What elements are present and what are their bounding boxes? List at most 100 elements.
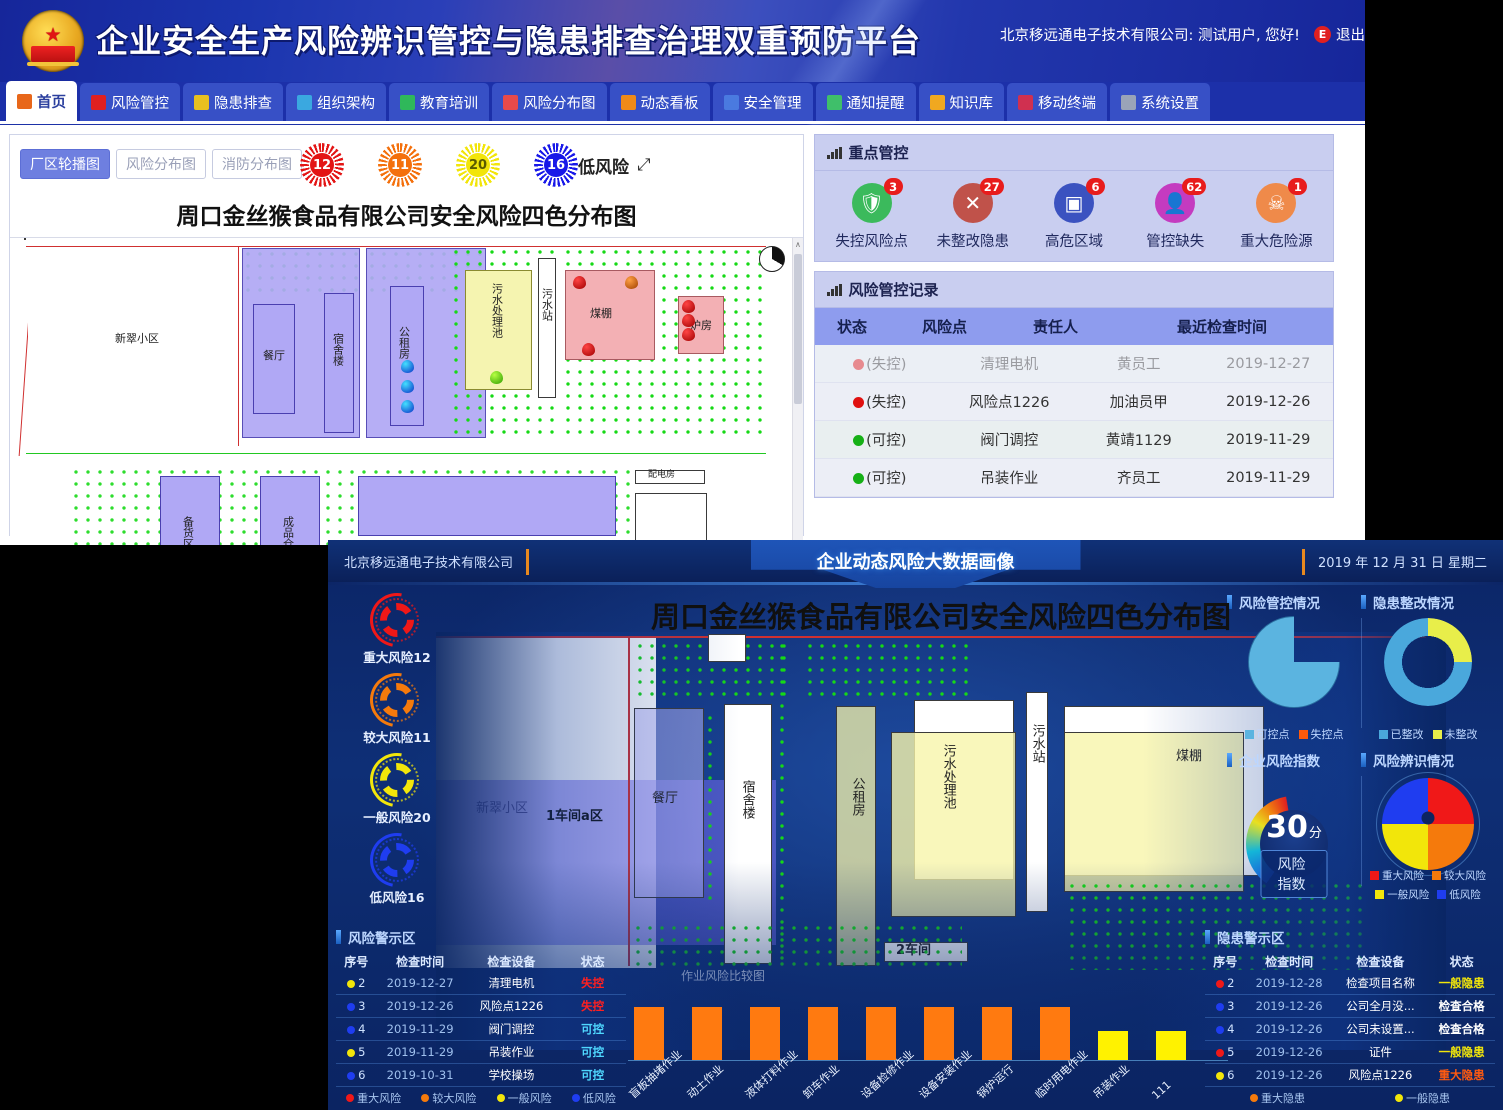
nav-item-11[interactable]: 系统设置 (1110, 83, 1210, 121)
table-row[interactable]: (可控) 吊装作业 齐员工 2019-11-29 (815, 458, 1333, 497)
hazard-warning-panel: 隐患警示区 序号 检查时间 检查设备 状态 2 2019-12-28 检查项目名称 一般隐患… (1205, 927, 1495, 1106)
factory-icon: ▣ 6 (1054, 178, 1105, 223)
bigdata-dashboard-window: 北京移远通电子技术有限公司 企业动态风险大数据画像 2019 年 12 月 31… (328, 540, 1503, 1110)
table-row[interactable]: (失控) 清理电机 黄员工 2019-12-27 (815, 345, 1333, 383)
nav-item-1[interactable]: 风险管控 (80, 83, 180, 121)
counter-low-risk[interactable]: 16 (534, 143, 578, 187)
map-label-gongzufang: 公租房 (397, 326, 411, 359)
main-nav[interactable]: 首页 风险管控 隐患排查 组织架构 教育培训 风险分布图 动态看板 安全管理 通知提醒 知识库 移动… (0, 81, 1365, 124)
hazard-rectify-legend: 已整改 未整改 (1361, 726, 1495, 742)
column-header: 状态 (580, 955, 605, 969)
nav-item-6[interactable]: 动态看板 (609, 83, 710, 121)
kpi-label: 未整改隐患 (936, 234, 1010, 250)
nav-item-4[interactable]: 教育培训 (389, 83, 489, 121)
kpi-3[interactable]: 👤 62 管控缺失 (1125, 178, 1226, 251)
cell-date: 2019-12-27 (1203, 345, 1333, 383)
table-row[interactable]: 2 2019-12-27 清理电机 失控 (336, 972, 626, 995)
table-row[interactable]: 5 2019-12-26 证件 一般隐患 (1205, 1040, 1495, 1064)
nav-item-5[interactable]: 风险分布图 (492, 83, 607, 121)
bar-3 (808, 1007, 838, 1060)
table-header-row: 序号 检查时间 检查设备 状态 (336, 951, 626, 972)
control-records-table: 状态 风险点 责任人 最近检查时间 (815, 308, 1333, 345)
cell-status: 检查合格 (1428, 1017, 1495, 1041)
map-scrollbar[interactable]: ∧ (792, 238, 803, 545)
nav-item-2[interactable]: 隐患排查 (183, 83, 283, 121)
nav-item-label: 系统设置 (1141, 95, 1199, 112)
dmap-label-gongzufang: 公租房 (849, 777, 865, 816)
dmap-label-meipeng: 煤棚 (1176, 749, 1203, 764)
table-row[interactable]: 6 2019-10-31 学校操场 可控 (336, 1063, 626, 1087)
table-row[interactable]: 4 2019-12-26 公司未设置... 检查合格 (1205, 1017, 1495, 1041)
kpi-1[interactable]: ✕ 27 未整改隐患 (922, 178, 1023, 251)
risk-index-button[interactable]: 风险指数 (1260, 850, 1328, 898)
kpi-0[interactable]: 🛡 3 失控风险点 (821, 178, 922, 251)
legend-item: 一般风险 (496, 1090, 552, 1106)
records-scroll-region[interactable]: (失控) 清理电机 黄员工 2019-12-27 (失控) 风险点1226 加油员甲 2019… (815, 345, 1333, 497)
table-row[interactable]: 5 2019-11-29 吊装作业 可控 (336, 1040, 626, 1064)
nav-item-10[interactable]: 移动终端 (1007, 83, 1107, 121)
map-label-wushuizhan: 污水站 (540, 288, 554, 321)
bar-label-8: 吊装作业 (1090, 1062, 1133, 1102)
tab-risk-map[interactable]: 风险分布图 (116, 149, 206, 179)
nav-item-0[interactable]: 首页 (6, 81, 77, 121)
cell-device: 公司未设置... (1332, 1017, 1429, 1041)
nav-item-label: 首页 (37, 94, 66, 111)
column-header: 状态 (815, 308, 890, 345)
nav-item-8[interactable]: 通知提醒 (815, 83, 916, 121)
nav-item-7[interactable]: 安全管理 (712, 83, 813, 121)
cell-device: 清理电机 (463, 972, 560, 995)
panel-risk-index: 企业风险指数 30 分 风险指数 (1227, 750, 1361, 902)
kpi-badge: 1 (1288, 178, 1308, 195)
cell-no: 6 (336, 1063, 377, 1087)
user-greeting: 北京移远通电子技术有限公司: 测试用户, 您好! (999, 28, 1300, 44)
kpi-4[interactable]: ☠ 1 重大危险源 (1226, 178, 1327, 251)
folder-icon (929, 94, 945, 110)
cell-no: 2 (1205, 972, 1246, 995)
column-header: 检查时间 (396, 955, 445, 969)
table-header-row: 序号 检查时间 检查设备 状态 (1205, 951, 1495, 972)
board-icon (620, 94, 636, 110)
cell-status: 失控 (559, 972, 626, 995)
key-control-items[interactable]: 🛡 3 失控风险点 ✕ 27 未整改隐患 ▣ 6 高危区域 👤 62 管控缺失 ☠ 1 重大危险源 (815, 171, 1333, 261)
distribution-toolbar[interactable]: 厂区轮播图 风险分布图 消防分布图 12 11 (10, 135, 803, 193)
map-label-peidianfang: 配电房 (648, 470, 676, 480)
cell-time: 2019-12-26 (1245, 1040, 1333, 1064)
kpi-2[interactable]: ▣ 6 高危区域 (1023, 178, 1124, 251)
bars-icon (827, 283, 842, 296)
table-row[interactable]: (可控) 阀门调控 黄靖1129 2019-11-29 (815, 420, 1333, 459)
tab-factory-carousel[interactable]: 厂区轮播图 (20, 149, 110, 179)
counter-general-risk[interactable]: 20 (456, 143, 500, 187)
factory-map[interactable]: 新翠小区 餐厅 宿舍楼 公租房 污水处理池 (10, 237, 803, 545)
expand-icon[interactable]: ⤢ (637, 155, 651, 175)
table-row[interactable]: 2 2019-12-28 检查项目名称 一般隐患 (1205, 972, 1495, 995)
risk-warning-table[interactable]: 序号 检查时间 检查设备 状态 2 2019-12-27 清理电机 失控 3 2019-12-2… (336, 951, 626, 1087)
map-label-lufang: 炉房 (690, 319, 712, 332)
cell-point: 学校操场 (944, 496, 1074, 497)
cell-point: 风险点1226 (944, 382, 1074, 421)
cell-status: (可控) (815, 420, 945, 459)
table-row[interactable]: 3 2019-12-26 风险点1226 失控 (336, 994, 626, 1018)
bar-9 (1156, 1031, 1186, 1060)
cell-owner: 黄员工 (1074, 345, 1204, 383)
cell-owner: 加油员甲 (1074, 382, 1204, 421)
tab-fire-map[interactable]: 消防分布图 (212, 149, 302, 179)
nav-item-3[interactable]: 组织架构 (286, 83, 386, 121)
dmap-label-workshop1a: 1车间a区 (546, 809, 603, 824)
bolt-icon (194, 94, 209, 110)
logout-button[interactable]: E 退出 (1314, 24, 1365, 45)
cell-date: 2019-11-29 (1203, 458, 1333, 497)
hazard-warning-table[interactable]: 序号 检查时间 检查设备 状态 2 2019-12-28 检查项目名称 一般隐患 3 2019-… (1205, 951, 1495, 1087)
table-row[interactable]: (失控) 风险点1226 加油员甲 2019-12-26 (815, 382, 1333, 421)
table-row[interactable]: 3 2019-12-26 公司全月没... 检查合格 (1205, 994, 1495, 1018)
risk-badge-0: 重大风险12 (342, 582, 452, 675)
table-row[interactable]: 4 2019-11-29 阀门调控 可控 (336, 1017, 626, 1041)
panel-risk-control-title: 风险管控情况 (1227, 592, 1361, 612)
panel-risk-index-title: 企业风险指数 (1227, 750, 1361, 770)
nav-item-9[interactable]: 知识库 (918, 83, 1004, 121)
legend-item: 较大风险 (421, 1090, 476, 1106)
bar-0 (634, 1007, 664, 1060)
table-row[interactable]: 6 2019-12-26 风险点1226 重大隐患 (1205, 1063, 1495, 1087)
table-row[interactable]: (可控)学校操场 2019-10-31 (815, 496, 1333, 497)
counter-major-risk[interactable]: 12 (300, 143, 344, 187)
counter-high-risk[interactable]: 11 (378, 143, 422, 187)
